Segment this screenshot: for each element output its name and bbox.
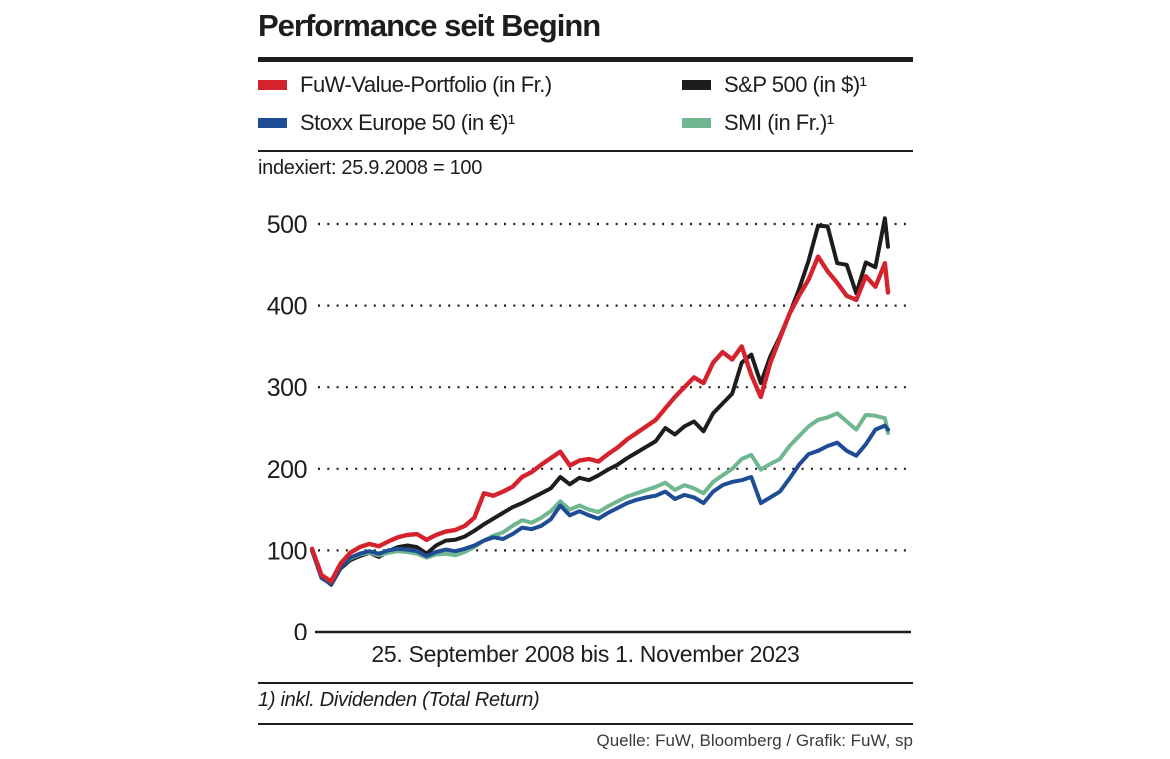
footnote-top-rule: [258, 682, 913, 684]
legend-label: FuW-Value-Portfolio (in Fr.): [300, 72, 552, 97]
legend-label: S&P 500 (in $)¹: [724, 72, 867, 97]
y-tick-label-200: 200: [267, 456, 307, 484]
chart-title: Performance seit Beginn: [258, 8, 601, 43]
y-tick-label-100: 100: [267, 537, 307, 565]
legend-swatch-fuw-value-portfolio: [258, 80, 287, 90]
source-credit: Quelle: FuW, Bloomberg / Grafik: FuW, sp: [596, 731, 914, 750]
legend-divider-rule: [258, 150, 913, 152]
y-tick-label-300: 300: [267, 374, 307, 402]
footnote: 1) inkl. Dividenden (Total Return): [258, 689, 540, 711]
title-rule: [258, 57, 913, 62]
legend-swatch-smi: [682, 118, 711, 128]
series-line-smi: [310, 411, 890, 585]
chart-legend: FuW-Value-Portfolio (in Fr.) S&P 500 (in …: [258, 66, 913, 142]
y-tick-label-500: 500: [267, 211, 307, 239]
legend-label: SMI (in Fr.)¹: [724, 110, 834, 135]
y-tick-label-0: 0: [294, 619, 307, 640]
series-line-sp500: [310, 216, 890, 587]
footnote-bottom-rule: [258, 723, 913, 725]
legend-swatch-sp500: [682, 80, 711, 90]
chart-plot: 0 100 200 300 400 500: [267, 211, 911, 640]
series-line-stoxx-europe-50: [310, 423, 890, 586]
index-note: indexiert: 25.9.2008 = 100: [258, 157, 483, 179]
legend-item-stoxx-europe-50: Stoxx Europe 50 (in €)¹: [258, 110, 682, 136]
series-line-fuw-value-portfolio: [309, 254, 891, 584]
y-tick-label-400: 400: [267, 293, 307, 321]
x-axis-caption: 25. September 2008 bis 1. November 2023: [371, 641, 800, 667]
legend-label: Stoxx Europe 50 (in €)¹: [300, 110, 515, 135]
legend-item-sp500: S&P 500 (in $)¹: [682, 72, 913, 98]
legend-swatch-stoxx-europe-50: [258, 118, 287, 128]
legend-item-fuw-value-portfolio: FuW-Value-Portfolio (in Fr.): [258, 72, 682, 98]
legend-item-smi: SMI (in Fr.)¹: [682, 110, 913, 136]
